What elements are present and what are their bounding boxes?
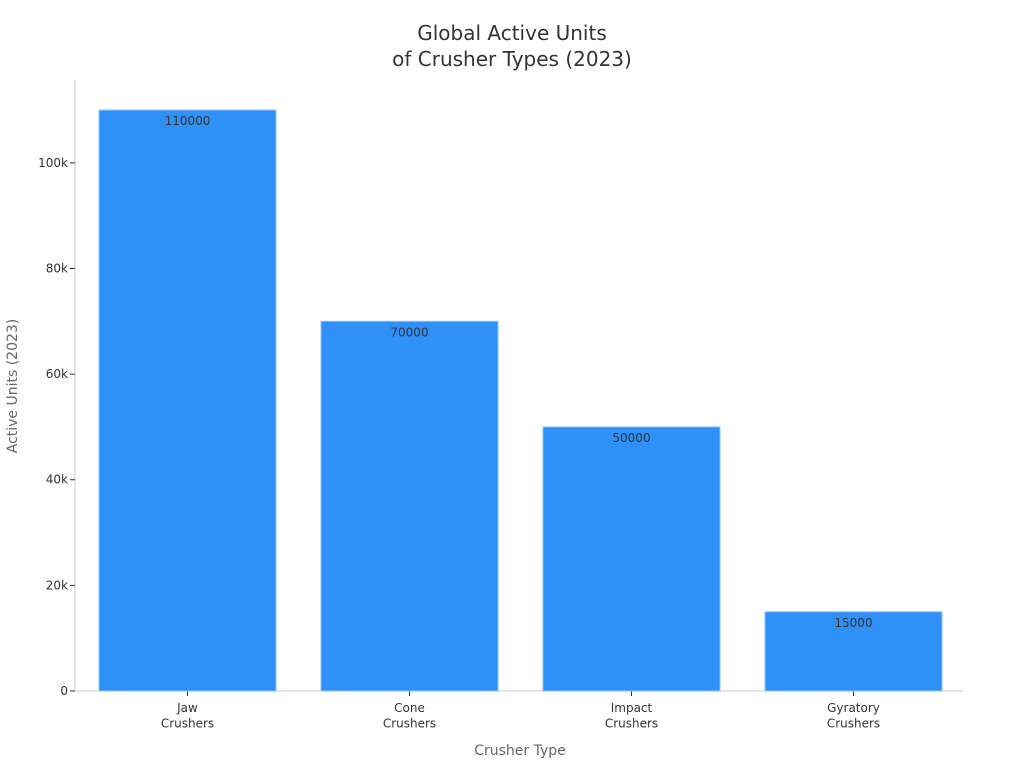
y-tick-label: 100k (38, 156, 68, 170)
data-label: 110000 (165, 114, 211, 128)
data-label: 70000 (390, 325, 428, 339)
x-tick-label: Cone Crushers (383, 701, 436, 731)
x-tick-label: Impact Crushers (605, 701, 658, 731)
y-tick-label: 40k (46, 473, 68, 487)
x-tick-label: Jaw Crushers (161, 701, 214, 731)
data-label: 50000 (612, 431, 650, 445)
y-tick-label: 20k (46, 578, 68, 592)
y-tick-label: 60k (46, 367, 68, 381)
bar (542, 426, 721, 692)
bar (98, 109, 277, 692)
y-tick-label: 0 (60, 684, 68, 698)
chart-title: Global Active Units of Crusher Types (202… (392, 21, 632, 71)
y-axis-label: Active Units (2023) (5, 319, 21, 454)
bar (320, 320, 499, 692)
x-tick-label: Gyratory Crushers (827, 701, 880, 731)
x-axis-label: Crusher Type (474, 743, 566, 759)
y-tick-label: 80k (46, 261, 68, 275)
data-label: 15000 (834, 616, 872, 630)
bar (764, 611, 943, 692)
